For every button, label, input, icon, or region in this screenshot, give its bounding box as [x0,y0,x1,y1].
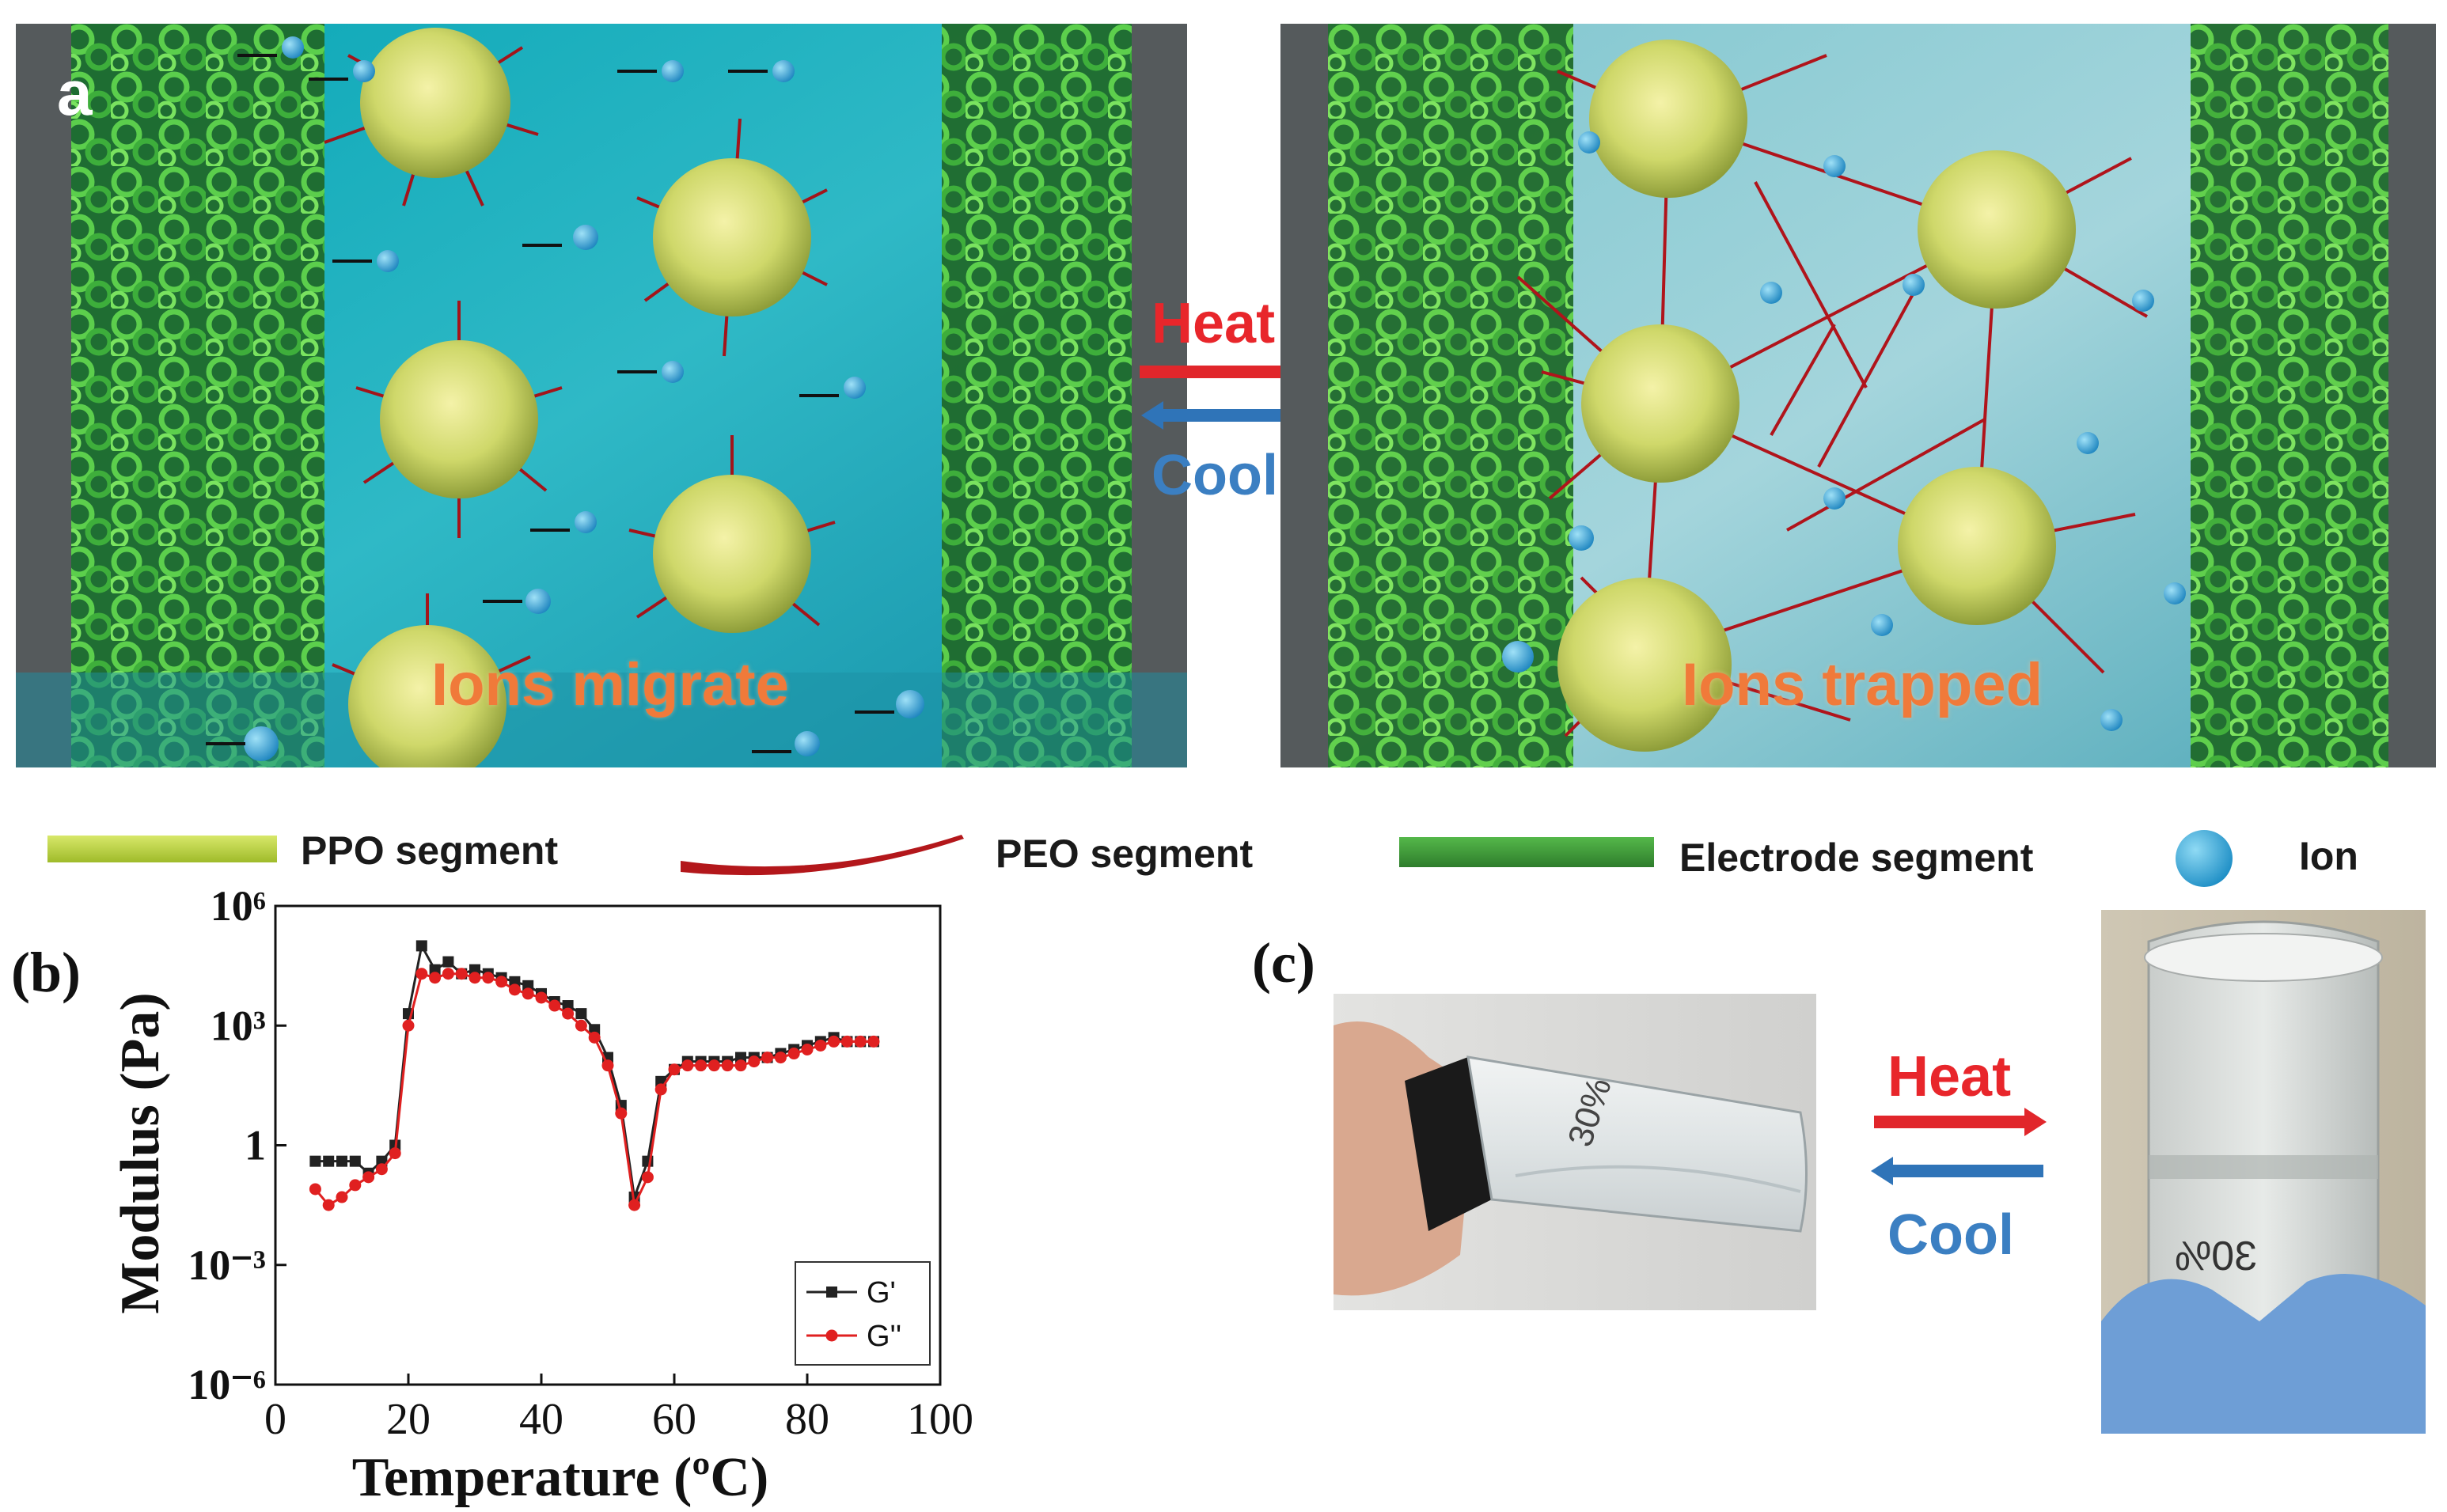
data-point [721,1059,734,1072]
data-point [429,972,442,984]
legend-peo-label: PEO segment [996,832,1254,876]
legend-ppo-swatch [47,836,277,862]
legend-electrode-label: Electrode segment [1679,836,2034,880]
panel-c-label: (c) [1252,931,1315,995]
vial-gel-inverted-photo [2101,910,2426,1434]
panel-a-label: a [57,58,93,128]
y-tick-label: 10⁶ [211,882,266,930]
data-point [336,1191,348,1203]
data-point [854,1035,867,1048]
data-point [482,972,495,984]
series-line-g-prime [315,942,874,1198]
data-point [654,1083,667,1096]
data-point [336,1155,347,1167]
data-point [322,1199,335,1211]
series-line-g-double-prime [314,972,874,1210]
data-point [628,1199,641,1211]
panel-c-heat-arrow [1874,1108,2047,1136]
data-point [442,968,454,980]
data-point [774,1052,787,1064]
legend-ion-label: Ion [2299,834,2358,878]
data-point [402,1019,415,1032]
data-point [814,1039,827,1052]
data-point [349,1155,361,1167]
legend-marker [825,1329,838,1342]
panel-a-heat-label: Heat [1151,292,1276,355]
data-point [362,1171,375,1184]
data-point [708,1059,720,1072]
data-point [761,1052,774,1064]
data-point [415,968,428,980]
data-point [601,1059,614,1072]
panel-a-cool-label: Cool [1151,444,1278,507]
data-point [748,1055,761,1068]
legend-peo-swatch [681,835,964,876]
legend-marker [826,1287,837,1298]
x-tick-label: 80 [785,1395,829,1444]
data-point [415,940,427,952]
vial-liquid-photo [1334,994,1816,1310]
legend-electrode-swatch [1399,837,1654,867]
x-tick-label: 20 [386,1395,431,1444]
ions-trapped-illustration [1280,24,2436,767]
panel-a-right-scene [1280,24,2436,767]
data-point [495,976,508,988]
x-tick-label: 0 [264,1395,286,1444]
data-point [455,968,468,980]
y-axis-label: Modulus (Pa) [111,992,171,1313]
data-point [575,1008,587,1020]
data-point [828,1035,840,1048]
legend-ppo-label: PPO segment [301,828,559,873]
panel-a-left-scene [16,24,1187,767]
data-point [469,972,481,984]
y-tick-label: 1 [245,1122,266,1169]
data-point [801,1044,814,1055]
data-point [309,1155,321,1167]
data-point [588,1031,601,1044]
y-tick-label: 10⁻⁶ [188,1361,266,1408]
data-point [641,1171,654,1184]
data-point [349,1179,362,1192]
modulus-temperature-chart: 0 20 40 60 80 100 10⁻⁶ 10⁻³ 1 10³ 10⁶ Temperature (… [111,882,973,1508]
data-point [787,1048,800,1060]
x-axis-label: Temperature (ºC) [352,1447,769,1508]
data-point [668,1063,681,1076]
data-point [323,1155,335,1167]
panel-c-cool-label: Cool [1887,1203,2014,1267]
data-point [548,999,561,1012]
panel-a-cool-arrow [1141,401,1314,430]
ions-migrate-illustration [16,24,1187,767]
data-point [389,1147,401,1160]
data-point [442,956,454,968]
legend-series-label: G' [867,1276,896,1309]
vial-gel-text: 30% [2175,1233,2258,1279]
y-tick-label: 10³ [211,1002,266,1049]
legend-series-label: G'' [867,1320,901,1353]
y-tick-label: 10⁻³ [188,1241,266,1289]
data-point [309,1183,321,1196]
x-tick-label: 40 [519,1395,563,1444]
data-point [522,987,534,1000]
chart-legend [795,1261,931,1366]
data-point [508,983,521,996]
data-point [695,1059,708,1072]
ions-trapped-caption: Ions trapped [1682,651,2043,718]
ions-migrate-caption: Ions migrate [431,651,789,718]
data-point [867,1035,880,1048]
data-point [562,1007,575,1020]
data-point [681,1059,694,1072]
legend-ion-swatch [2176,830,2233,887]
panel-c-heat-label: Heat [1887,1045,2012,1108]
data-point [375,1163,388,1176]
data-point [840,1035,853,1048]
data-point [575,1019,587,1032]
data-point [734,1059,747,1072]
data-point [615,1107,628,1120]
x-tick-label: 60 [652,1395,696,1444]
x-tick-label: 100 [907,1395,973,1444]
panel-c-cool-arrow [1871,1157,2043,1185]
panel-a-heat-arrow [1140,358,1312,386]
data-point [535,991,548,1004]
panel-b-label: (b) [11,941,81,1004]
